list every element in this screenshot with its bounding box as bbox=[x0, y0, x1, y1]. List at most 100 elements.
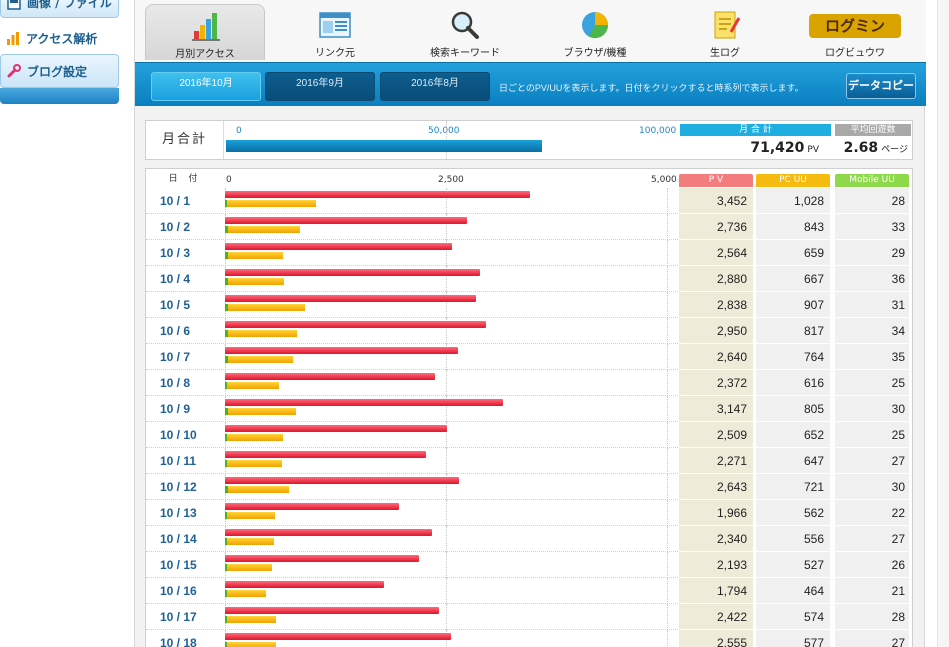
date-link[interactable]: 10 / 12 bbox=[146, 474, 224, 500]
mobile-uu-bar bbox=[225, 278, 228, 285]
row-bar-chart bbox=[225, 318, 678, 344]
grid-line bbox=[446, 292, 447, 318]
table-row: 10 / 1 3,452 1,028 28 bbox=[146, 188, 912, 214]
grid-line bbox=[446, 526, 447, 552]
pv-cell: 2,880 bbox=[679, 266, 753, 292]
mobile-uu-cell: 27 bbox=[835, 448, 909, 474]
mobile-uu-cell: 35 bbox=[835, 344, 909, 370]
pv-cell: 2,736 bbox=[679, 214, 753, 240]
pc-uu-bar bbox=[225, 278, 284, 285]
mobile-uu-cell: 25 bbox=[835, 370, 909, 396]
row-bar-chart bbox=[225, 240, 678, 266]
pc-uu-cell: 907 bbox=[756, 292, 830, 318]
table-row: 10 / 15 2,193 527 26 bbox=[146, 552, 912, 578]
pv-bar bbox=[225, 529, 432, 536]
month-button-2016-08[interactable]: 2016年8月 bbox=[380, 72, 490, 101]
grid-line bbox=[667, 552, 668, 578]
row-bar-chart bbox=[225, 578, 678, 604]
pv-cell: 2,950 bbox=[679, 318, 753, 344]
date-link[interactable]: 10 / 2 bbox=[146, 214, 224, 240]
table-row: 10 / 2 2,736 843 33 bbox=[146, 214, 912, 240]
sidebar-item-blog-settings[interactable]: ブログ設定 bbox=[0, 54, 119, 88]
mobile-uu-bar bbox=[225, 564, 227, 571]
mobile-uu-cell: 29 bbox=[835, 240, 909, 266]
mobile-uu-bar bbox=[225, 382, 227, 389]
tab-referrers[interactable]: リンク元 bbox=[275, 4, 395, 60]
data-copy-button[interactable]: データコピー bbox=[846, 73, 916, 99]
date-link[interactable]: 10 / 15 bbox=[146, 552, 224, 578]
mobile-uu-cell: 31 bbox=[835, 292, 909, 318]
date-link[interactable]: 10 / 17 bbox=[146, 604, 224, 630]
date-link[interactable]: 10 / 11 bbox=[146, 448, 224, 474]
month-note: 日ごとのPV/UUを表示します。日付をクリックすると時系列で表示します。 bbox=[499, 83, 804, 93]
pv-cell: 1,794 bbox=[679, 578, 753, 604]
tab-monthly-access[interactable]: 月別アクセス bbox=[145, 4, 265, 60]
pv-column-header: P V bbox=[679, 174, 753, 187]
sidebar-item-access-analysis[interactable]: アクセス解析 bbox=[0, 24, 119, 52]
wrench-icon bbox=[7, 64, 21, 78]
grid-line bbox=[667, 422, 668, 448]
mobile-uu-cell: 27 bbox=[835, 526, 909, 552]
tab-log-viewer[interactable]: ログミン ログビュウワ bbox=[795, 4, 915, 60]
pc-uu-bar bbox=[225, 538, 274, 545]
date-link[interactable]: 10 / 4 bbox=[146, 266, 224, 292]
grid-line bbox=[667, 188, 668, 214]
image-file-icon bbox=[7, 0, 21, 10]
grid-line bbox=[446, 552, 447, 578]
pc-uu-bar bbox=[225, 382, 279, 389]
month-button-2016-10[interactable]: 2016年10月 bbox=[151, 72, 261, 101]
sidebar-item-images[interactable]: 画像 / ファイル bbox=[0, 0, 119, 18]
summary-label: 月合計 bbox=[146, 121, 224, 159]
grid-line bbox=[446, 604, 447, 630]
pc-uu-cell: 1,028 bbox=[756, 188, 830, 214]
tab-search-keywords[interactable]: 検索キーワード bbox=[405, 4, 525, 60]
date-link[interactable]: 10 / 13 bbox=[146, 500, 224, 526]
row-bar-chart bbox=[225, 526, 678, 552]
pv-bar bbox=[225, 451, 426, 458]
date-link[interactable]: 10 / 9 bbox=[146, 396, 224, 422]
pc-uu-bar bbox=[225, 642, 276, 647]
date-link[interactable]: 10 / 10 bbox=[146, 422, 224, 448]
pc-uu-cell: 616 bbox=[756, 370, 830, 396]
grid-line bbox=[446, 344, 447, 370]
date-link[interactable]: 10 / 8 bbox=[146, 370, 224, 396]
pv-cell: 1,966 bbox=[679, 500, 753, 526]
window-icon bbox=[319, 10, 351, 40]
pc-uu-cell: 464 bbox=[756, 578, 830, 604]
mobile-uu-bar bbox=[225, 590, 227, 597]
table-row: 10 / 6 2,950 817 34 bbox=[146, 318, 912, 344]
daily-table-header: 日 付 0 2,500 5,000 P V PC UU Mobile UU bbox=[146, 169, 912, 187]
month-button-2016-09[interactable]: 2016年9月 bbox=[265, 72, 375, 101]
window-scrollbar[interactable] bbox=[937, 0, 949, 647]
tab-raw-log[interactable]: 生ログ bbox=[665, 4, 785, 60]
mobile-uu-cell: 21 bbox=[835, 578, 909, 604]
grid-line bbox=[667, 630, 668, 647]
pv-cell: 2,193 bbox=[679, 552, 753, 578]
row-bar-chart bbox=[225, 604, 678, 630]
mobile-uu-bar bbox=[225, 486, 228, 493]
chart-axis-tick: 0 bbox=[226, 175, 232, 185]
pv-cell: 2,509 bbox=[679, 422, 753, 448]
pv-cell: 2,640 bbox=[679, 344, 753, 370]
date-link[interactable]: 10 / 3 bbox=[146, 240, 224, 266]
row-bar-chart bbox=[225, 292, 678, 318]
table-row: 10 / 5 2,838 907 31 bbox=[146, 292, 912, 318]
date-link[interactable]: 10 / 16 bbox=[146, 578, 224, 604]
total-pv-value: 71,420 PV bbox=[680, 140, 831, 160]
date-link[interactable]: 10 / 18 bbox=[146, 630, 224, 647]
grid-line bbox=[667, 214, 668, 240]
pv-bar bbox=[225, 503, 399, 510]
date-link[interactable]: 10 / 7 bbox=[146, 344, 224, 370]
date-link[interactable]: 10 / 1 bbox=[146, 188, 224, 214]
daily-table: 日 付 0 2,500 5,000 P V PC UU Mobile UU 10… bbox=[145, 168, 913, 647]
date-link[interactable]: 10 / 5 bbox=[146, 292, 224, 318]
date-link[interactable]: 10 / 14 bbox=[146, 526, 224, 552]
mobile-uu-cell: 26 bbox=[835, 552, 909, 578]
mobile-uu-bar bbox=[225, 538, 227, 545]
pc-uu-cell: 577 bbox=[756, 630, 830, 647]
pv-cell: 2,340 bbox=[679, 526, 753, 552]
date-link[interactable]: 10 / 6 bbox=[146, 318, 224, 344]
tab-browser-device[interactable]: ブラウザ/機種 bbox=[535, 4, 655, 60]
pv-cell: 3,452 bbox=[679, 188, 753, 214]
pc-uu-bar bbox=[225, 304, 305, 311]
